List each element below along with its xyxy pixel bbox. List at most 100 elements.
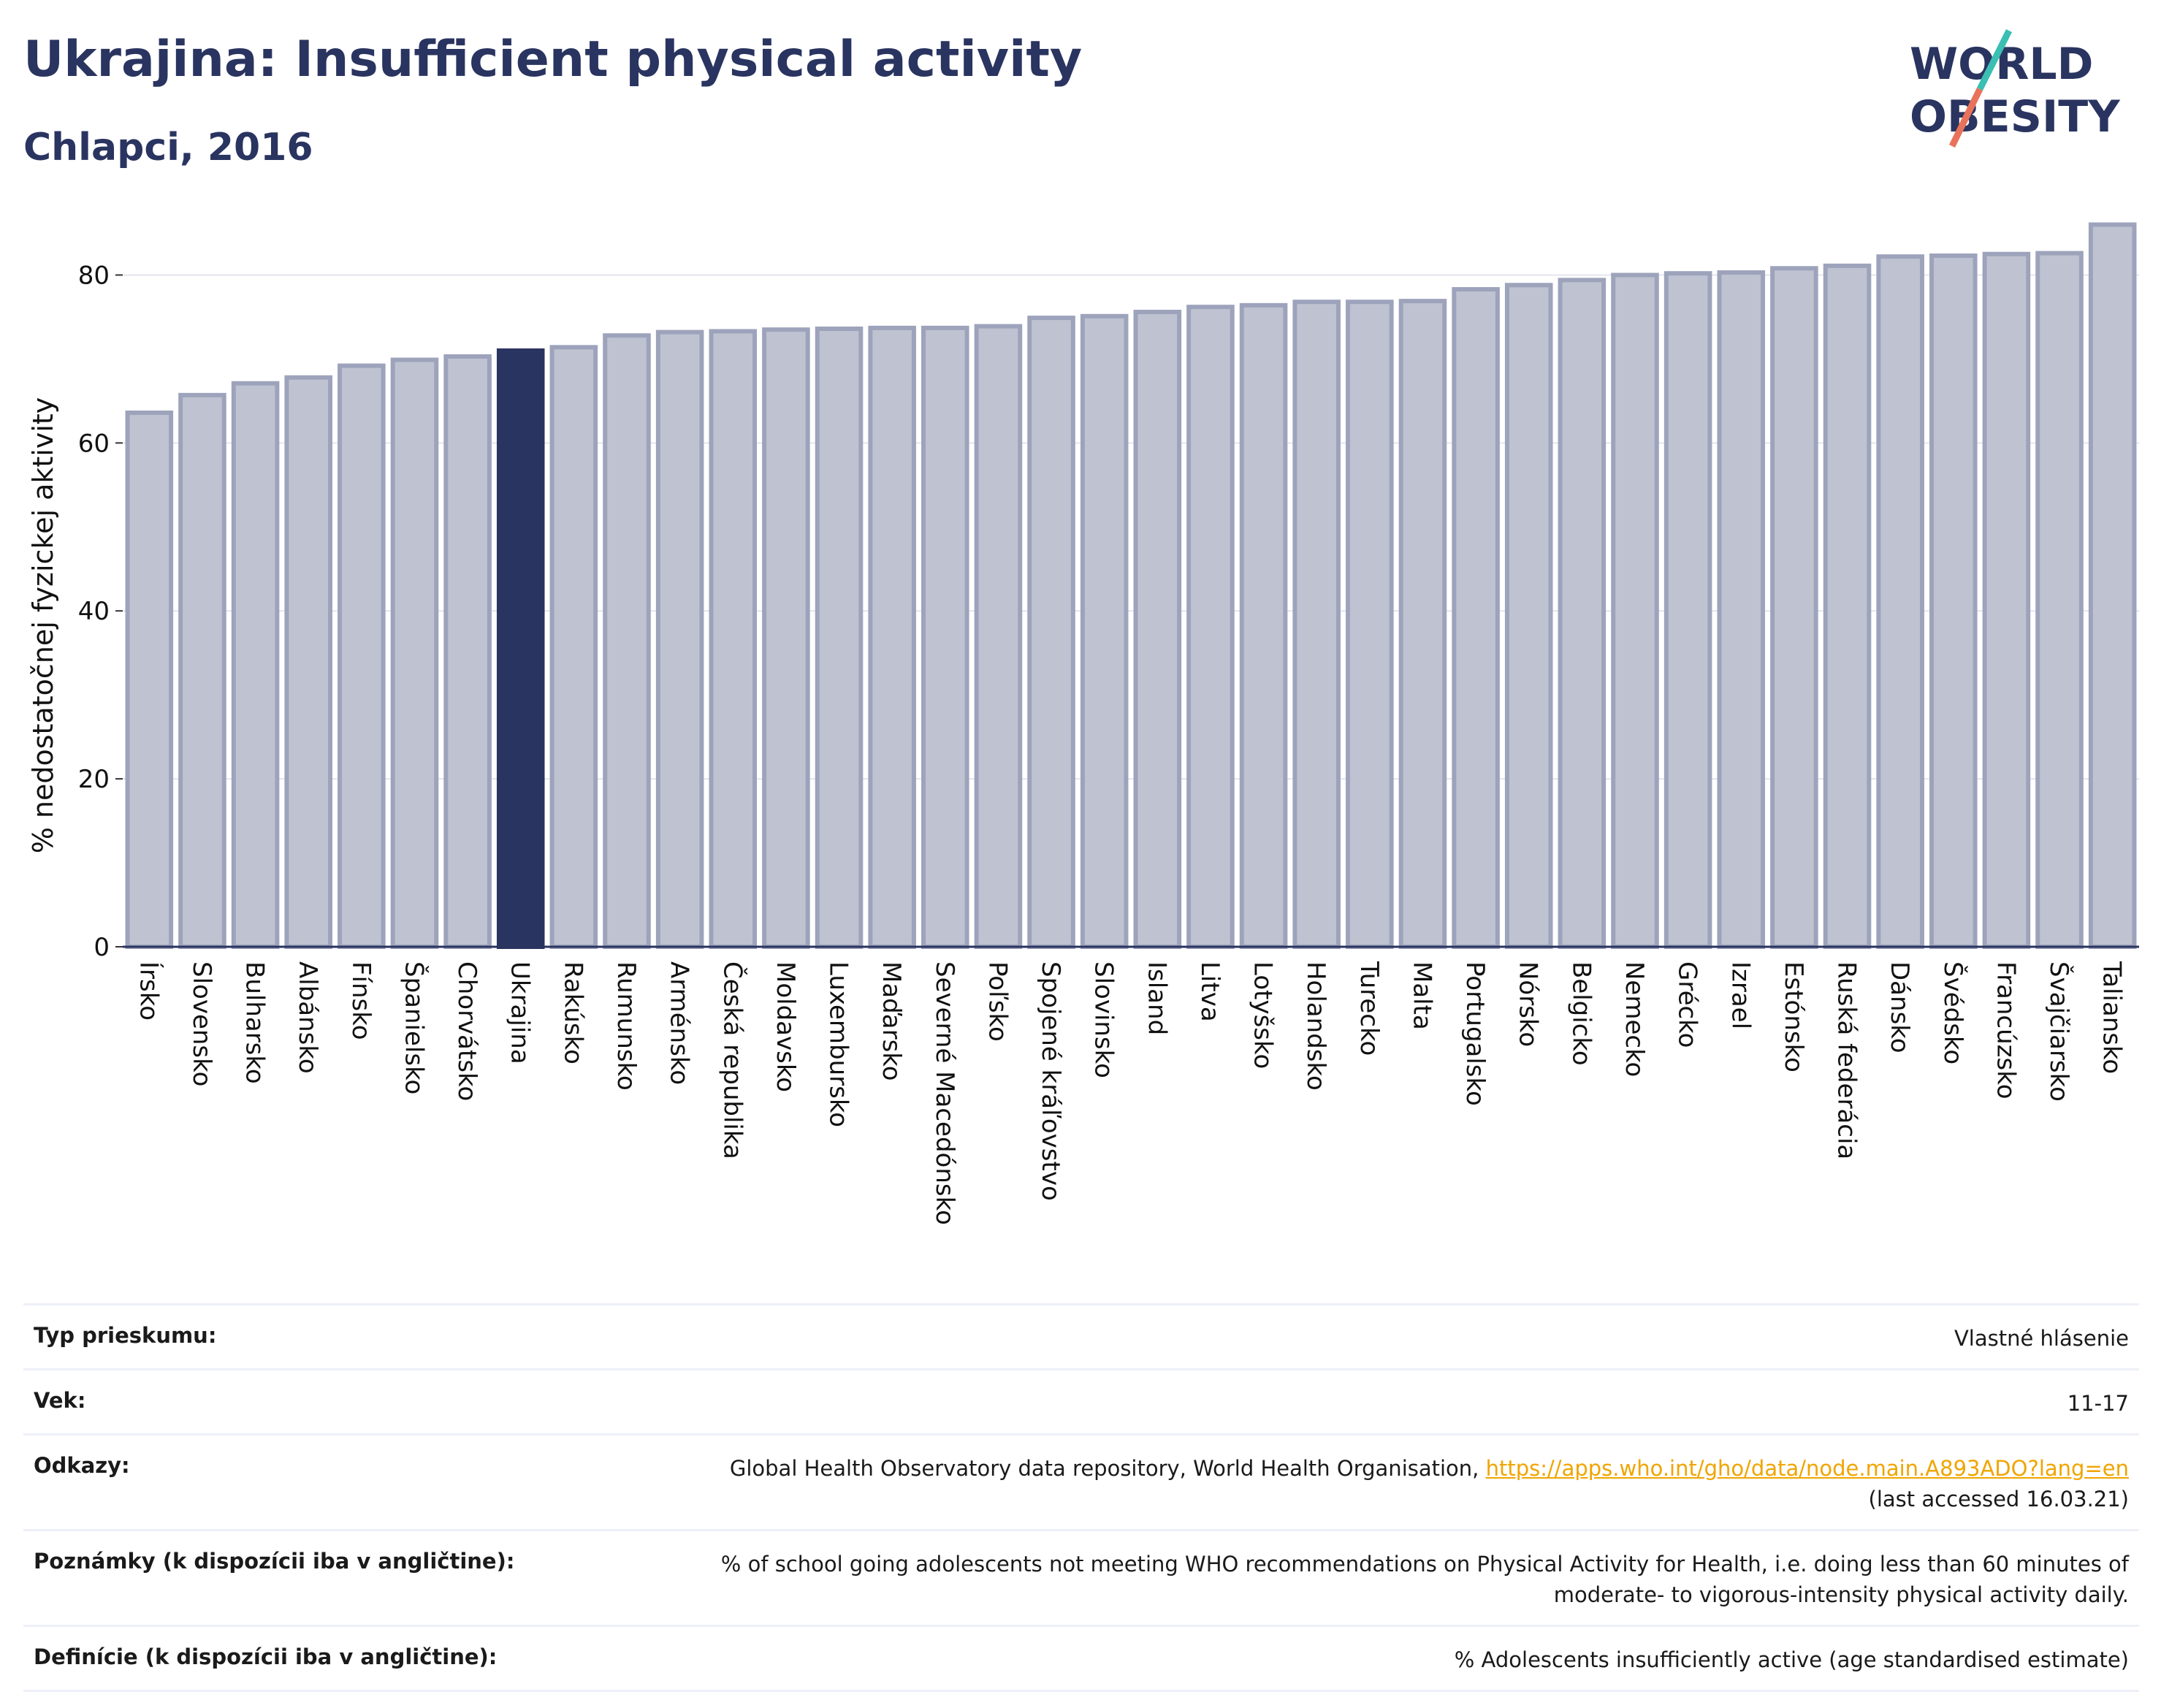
x-category-label: Ukrajina bbox=[506, 961, 535, 1064]
meta-value: % of school going adolescents not meetin… bbox=[720, 1552, 2129, 1608]
meta-label: Odkazy: bbox=[34, 1453, 130, 1479]
bar[interactable] bbox=[125, 410, 174, 949]
x-category-label: Slovensko bbox=[187, 961, 216, 1086]
bar[interactable] bbox=[921, 325, 969, 950]
bar[interactable] bbox=[549, 345, 598, 949]
bar[interactable] bbox=[231, 381, 280, 949]
x-category-label: Dánsko bbox=[1885, 961, 1914, 1053]
bar[interactable] bbox=[1929, 253, 1978, 949]
meta-label: Typ prieskumu: bbox=[34, 1323, 217, 1348]
meta-value: Vlastné hlásenie bbox=[1954, 1326, 2129, 1351]
logo-line-2: OBESITY bbox=[1910, 91, 2121, 142]
reference-link[interactable]: https://apps.who.int/gho/data/node.main.… bbox=[1485, 1456, 2129, 1482]
bar[interactable] bbox=[1027, 316, 1075, 950]
bar[interactable] bbox=[1876, 254, 1924, 949]
bar[interactable] bbox=[1133, 310, 1182, 949]
bars bbox=[125, 222, 2137, 950]
x-category-label: Arménsko bbox=[665, 961, 694, 1085]
meta-row-definitions: Definície (k dispozícii iba v angličtine… bbox=[23, 1625, 2139, 1693]
bar[interactable] bbox=[709, 329, 758, 950]
bar[interactable] bbox=[974, 324, 1023, 949]
x-category-label: Ruská federácia bbox=[1832, 961, 1861, 1159]
bar[interactable] bbox=[1398, 299, 1447, 949]
bar[interactable] bbox=[338, 363, 386, 949]
bar[interactable] bbox=[1292, 300, 1341, 949]
bar[interactable] bbox=[1770, 266, 1818, 950]
reference-accessed: (last accessed 16.03.21) bbox=[1868, 1487, 2129, 1512]
meta-label: Vek: bbox=[34, 1388, 86, 1414]
bar[interactable] bbox=[655, 329, 704, 950]
y-tick-label: 20 bbox=[78, 765, 110, 794]
x-category-label: Francúzsko bbox=[1991, 961, 2020, 1099]
x-category-label: Slovinsko bbox=[1089, 961, 1118, 1078]
bar[interactable] bbox=[1663, 271, 1712, 949]
x-category-label: Luxembursko bbox=[824, 961, 853, 1127]
bar[interactable] bbox=[1186, 305, 1235, 949]
logo-slash-teal bbox=[1976, 29, 2013, 91]
x-category-label: Taliansko bbox=[2097, 961, 2127, 1074]
bar[interactable] bbox=[1823, 263, 1872, 949]
bar[interactable] bbox=[1558, 278, 1607, 949]
x-category-label: Švajčiarsko bbox=[2044, 961, 2074, 1102]
logo-slash-coral bbox=[1948, 88, 1983, 148]
bar-chart: 0 20 40 60 80 Írsko Slovensko Bulharsko Albánsk… bbox=[27, 222, 2139, 1225]
x-category-label: Nórsko bbox=[1514, 961, 1543, 1047]
bar[interactable] bbox=[815, 327, 864, 949]
meta-value: 11-17 bbox=[2067, 1391, 2129, 1417]
bar[interactable] bbox=[443, 354, 492, 949]
x-category-label: Spojené kráľovstvo bbox=[1036, 961, 1065, 1201]
x-category-label: Maďarsko bbox=[877, 961, 906, 1081]
x-category-label: Česká republika bbox=[717, 961, 747, 1159]
x-category-label: Portugalsko bbox=[1460, 961, 1490, 1106]
x-category-label: Holandsko bbox=[1301, 961, 1330, 1091]
bar[interactable] bbox=[178, 392, 226, 949]
meta-value: Global Health Observatory data repositor… bbox=[633, 1453, 2129, 1514]
bar[interactable] bbox=[603, 333, 651, 949]
chart-subtitle: Chlapci, 2016 bbox=[23, 126, 313, 169]
bar[interactable] bbox=[1717, 270, 1766, 950]
x-category-label: Izrael bbox=[1726, 961, 1755, 1029]
x-category-label: Grécko bbox=[1673, 961, 1702, 1048]
meta-row-notes: Poznámky (k dispozícii iba v angličtine)… bbox=[23, 1529, 2139, 1625]
meta-label: Definície (k dispozícii iba v angličtine… bbox=[34, 1644, 498, 1670]
bar[interactable] bbox=[1080, 313, 1129, 949]
x-category-label: Lotyšsko bbox=[1249, 961, 1278, 1069]
bar[interactable] bbox=[2088, 222, 2137, 949]
x-category-label: Moldavsko bbox=[771, 961, 800, 1092]
y-tick-label: 80 bbox=[78, 261, 110, 290]
bar[interactable] bbox=[1982, 251, 2031, 950]
bar[interactable] bbox=[868, 325, 916, 950]
y-axis-ticks: 0 20 40 60 80 bbox=[78, 261, 123, 962]
meta-label: Poznámky (k dispozícii iba v angličtine)… bbox=[34, 1549, 515, 1574]
bar[interactable] bbox=[390, 357, 439, 950]
bar[interactable] bbox=[1611, 272, 1659, 949]
bar[interactable] bbox=[1504, 283, 1553, 949]
world-obesity-logo: WORLD OBESITY bbox=[1910, 29, 2121, 148]
x-category-label: Poľsko bbox=[983, 961, 1012, 1042]
metadata-table: Typ prieskumu: Vlastné hlásenie Vek: 11-… bbox=[23, 1303, 2139, 1693]
x-category-label: Litva bbox=[1195, 961, 1224, 1022]
x-category-label: Rakúsko bbox=[558, 961, 587, 1064]
reference-text: Global Health Observatory data repositor… bbox=[729, 1456, 1486, 1482]
x-category-label: Nemecko bbox=[1620, 961, 1649, 1077]
x-category-label: Rumunsko bbox=[611, 961, 641, 1091]
x-category-label: Španielsko bbox=[399, 961, 429, 1094]
bar[interactable] bbox=[1452, 287, 1500, 949]
bar[interactable] bbox=[1346, 300, 1394, 949]
x-category-label: Severné Macedónsko bbox=[930, 961, 959, 1225]
meta-row-references: Odkazy: Global Health Observatory data r… bbox=[23, 1433, 2139, 1529]
x-category-label: Bulharsko bbox=[240, 961, 270, 1084]
meta-value: % Adolescents insufficiently active (age… bbox=[1454, 1647, 2129, 1673]
bar[interactable] bbox=[1239, 302, 1288, 950]
x-category-label: Švédsko bbox=[1938, 961, 1968, 1064]
y-tick-label: 0 bbox=[94, 933, 110, 962]
bar[interactable] bbox=[762, 327, 810, 949]
bar[interactable] bbox=[284, 375, 332, 950]
bar[interactable] bbox=[2035, 251, 2084, 950]
x-category-label: Island bbox=[1142, 961, 1171, 1035]
bar-highlighted[interactable] bbox=[496, 348, 545, 950]
y-tick-label: 40 bbox=[78, 597, 110, 626]
x-category-label: Turecko bbox=[1354, 961, 1384, 1056]
meta-row-survey-type: Typ prieskumu: Vlastné hlásenie bbox=[23, 1303, 2139, 1368]
x-category-label: Chorvátsko bbox=[452, 961, 481, 1101]
